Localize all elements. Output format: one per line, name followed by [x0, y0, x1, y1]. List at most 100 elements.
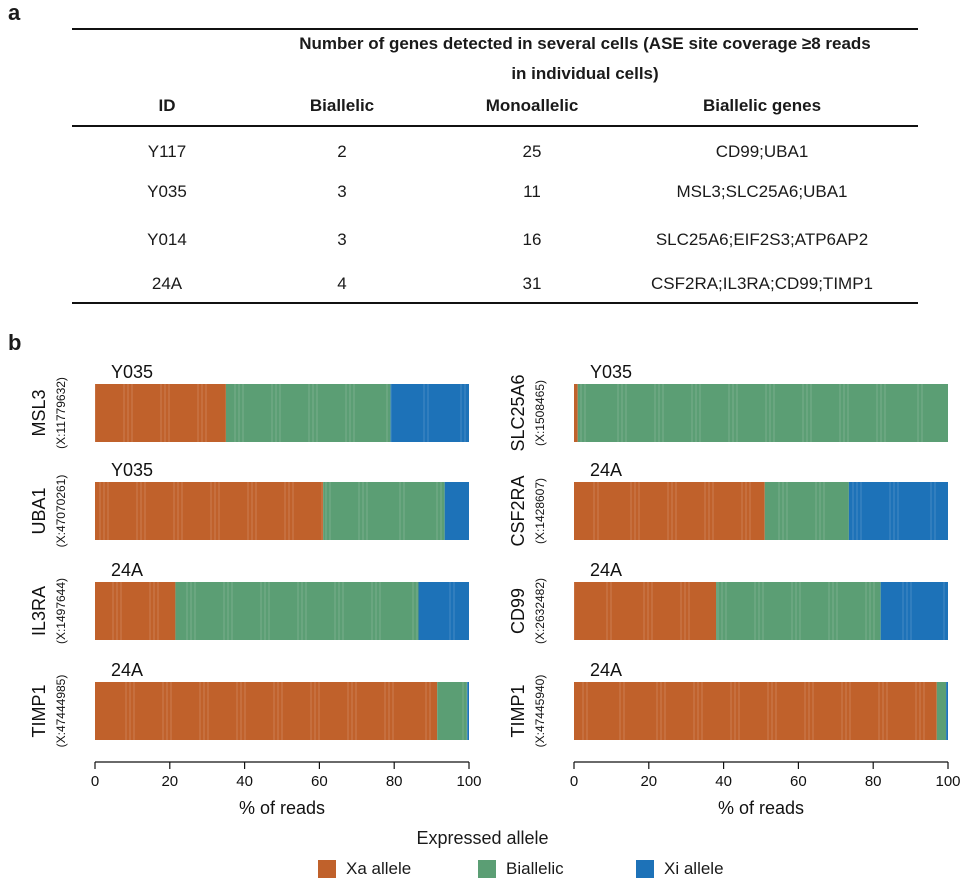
table-cell-biallelic: 2	[337, 142, 347, 161]
table-header-rule	[72, 125, 918, 127]
legend-item-biallelic: Biallelic	[478, 858, 564, 880]
x-tick-label: 0	[570, 773, 578, 790]
x-tick-label: 0	[91, 773, 99, 790]
table-span-header-line1: Number of genes detected in several cell…	[299, 34, 871, 53]
x-axis-label: % of reads	[239, 798, 325, 818]
legend-swatch-biallelic	[478, 860, 496, 878]
table-cell-id: 24A	[151, 274, 183, 293]
bar-segment-timp1-biallelic	[437, 682, 468, 740]
gene-label: TIMP1	[29, 684, 49, 737]
x-tick-label: 80	[865, 773, 882, 790]
table-col-header-biallelic: Biallelic	[309, 96, 375, 115]
bar-segment-uba1-biallelic	[323, 482, 445, 540]
x-tick-label: 80	[386, 773, 403, 790]
table-cell-id: Y117	[147, 142, 187, 161]
table-cell-genes: CD99;UBA1	[715, 142, 809, 161]
sample-label: Y035	[590, 362, 632, 382]
bar-segment-cd99-xi-allele	[880, 582, 948, 640]
bar-segment-timp1-biallelic	[936, 682, 947, 740]
legend-label-biallelic: Biallelic	[506, 859, 564, 878]
x-tick-label: 20	[640, 773, 657, 790]
gene-position-label: (X:47444985)	[54, 675, 68, 748]
bar-segment-slc25a6-biallelic	[577, 384, 948, 442]
table-cell-monoallelic: 11	[523, 182, 541, 201]
table-cell-genes: CSF2RA;IL3RA;CD99;TIMP1	[650, 274, 873, 293]
table-cell-biallelic: 4	[337, 274, 347, 293]
table-col-header-monoallelic: Monoallelic	[485, 96, 579, 115]
gene-position-label: (X:2632482)	[533, 578, 547, 644]
gene-label: CSF2RA	[508, 475, 528, 546]
x-tick-label: 40	[236, 773, 253, 790]
gene-position-label: (X:47070261)	[54, 475, 68, 548]
bar-segment-timp1-xi-allele	[467, 682, 469, 740]
legend-label-xa: Xa allele	[346, 859, 412, 878]
table-bottom-rule	[72, 302, 918, 304]
legend-swatch-xi	[636, 860, 654, 878]
bar-segment-msl3-xi-allele	[390, 384, 469, 442]
x-tick-label: 60	[790, 773, 807, 790]
sample-label: Y035	[111, 362, 153, 382]
x-tick-label: 20	[161, 773, 178, 790]
bar-segment-uba1-xi-allele	[444, 482, 469, 540]
table-col-header-biallelic-genes: Biallelic genes	[702, 96, 822, 115]
table-span-header-line2: in individual cells)	[511, 64, 659, 83]
table-col-header-id: ID	[158, 96, 176, 115]
bar-segment-uba1-xa-allele	[95, 482, 324, 540]
sample-label: 24A	[590, 660, 622, 680]
legend-item-xa: Xa allele	[318, 858, 411, 880]
table-cell-genes: SLC25A6;EIF2S3;ATP6AP2	[655, 230, 869, 249]
gene-label: SLC25A6	[508, 374, 528, 451]
legend-title: Expressed allele	[416, 828, 549, 848]
sample-label: 24A	[590, 460, 622, 480]
bar-segment-timp1-xi-allele	[946, 682, 948, 740]
bar-segment-msl3-xa-allele	[95, 384, 226, 442]
sample-label: Y035	[111, 460, 153, 480]
table-cell-biallelic: 3	[337, 182, 347, 201]
allele-charts: Y035 MSL3 (X:11779632) Y035 UBA1 (X:47070261)…	[0, 340, 965, 884]
table-cell-id: Y014	[147, 230, 187, 249]
gene-position-label: (X:1508465)	[533, 380, 547, 446]
gene-label: IL3RA	[29, 586, 49, 636]
table-cell-monoallelic: 31	[522, 274, 542, 293]
gene-label: MSL3	[29, 389, 49, 436]
bar-segment-cd99-biallelic	[716, 582, 881, 640]
table-cell-biallelic: 3	[337, 230, 347, 249]
bar-segment-il3ra-xa-allele	[95, 582, 176, 640]
table-cell-genes: MSL3;SLC25A6;UBA1	[676, 182, 848, 201]
gene-position-label: (X:11779632)	[54, 377, 68, 449]
gene-label: TIMP1	[508, 684, 528, 737]
table-cell-monoallelic: 16	[522, 230, 542, 249]
sample-label: 24A	[111, 560, 143, 580]
legend-label-xi: Xi allele	[664, 859, 724, 878]
legend-swatch-xa	[318, 860, 336, 878]
bar-segment-il3ra-biallelic	[175, 582, 419, 640]
sample-label: 24A	[111, 660, 143, 680]
bar-segment-timp1-xa-allele	[95, 682, 438, 740]
bar-segment-msl3-biallelic	[225, 384, 391, 442]
bar-segment-csf2ra-xi-allele	[848, 482, 948, 540]
x-tick-label: 100	[456, 773, 481, 790]
sample-label: 24A	[590, 560, 622, 580]
bar-segment-il3ra-xi-allele	[418, 582, 469, 640]
bar-segment-cd99-xa-allele	[574, 582, 717, 640]
table-cell-id: Y035	[147, 182, 187, 201]
legend-item-xi: Xi allele	[636, 858, 724, 880]
gene-label: UBA1	[29, 487, 49, 534]
table-top-rule	[72, 28, 918, 30]
bar-segment-csf2ra-biallelic	[764, 482, 849, 540]
gene-position-label: (X:1428607)	[533, 478, 547, 544]
x-axis-label: % of reads	[718, 798, 804, 818]
panel-label-b: b	[8, 330, 22, 355]
x-tick-label: 40	[715, 773, 732, 790]
gene-position-label: (X:47445940)	[533, 675, 547, 748]
bar-segment-timp1-xa-allele	[574, 682, 937, 740]
panel-label-a: a	[8, 0, 21, 25]
bar-segment-csf2ra-xa-allele	[574, 482, 765, 540]
bar-segment-slc25a6-xa-allele	[574, 384, 578, 442]
allele-bars-svg: Y035 MSL3 (X:11779632) Y035 UBA1 (X:47070261)…	[29, 362, 961, 818]
gene-label: CD99	[508, 588, 528, 634]
x-tick-label: 60	[311, 773, 328, 790]
x-tick-label: 100	[935, 773, 960, 790]
gene-position-label: (X:1497644)	[54, 578, 68, 644]
table-cell-monoallelic: 25	[522, 142, 542, 161]
